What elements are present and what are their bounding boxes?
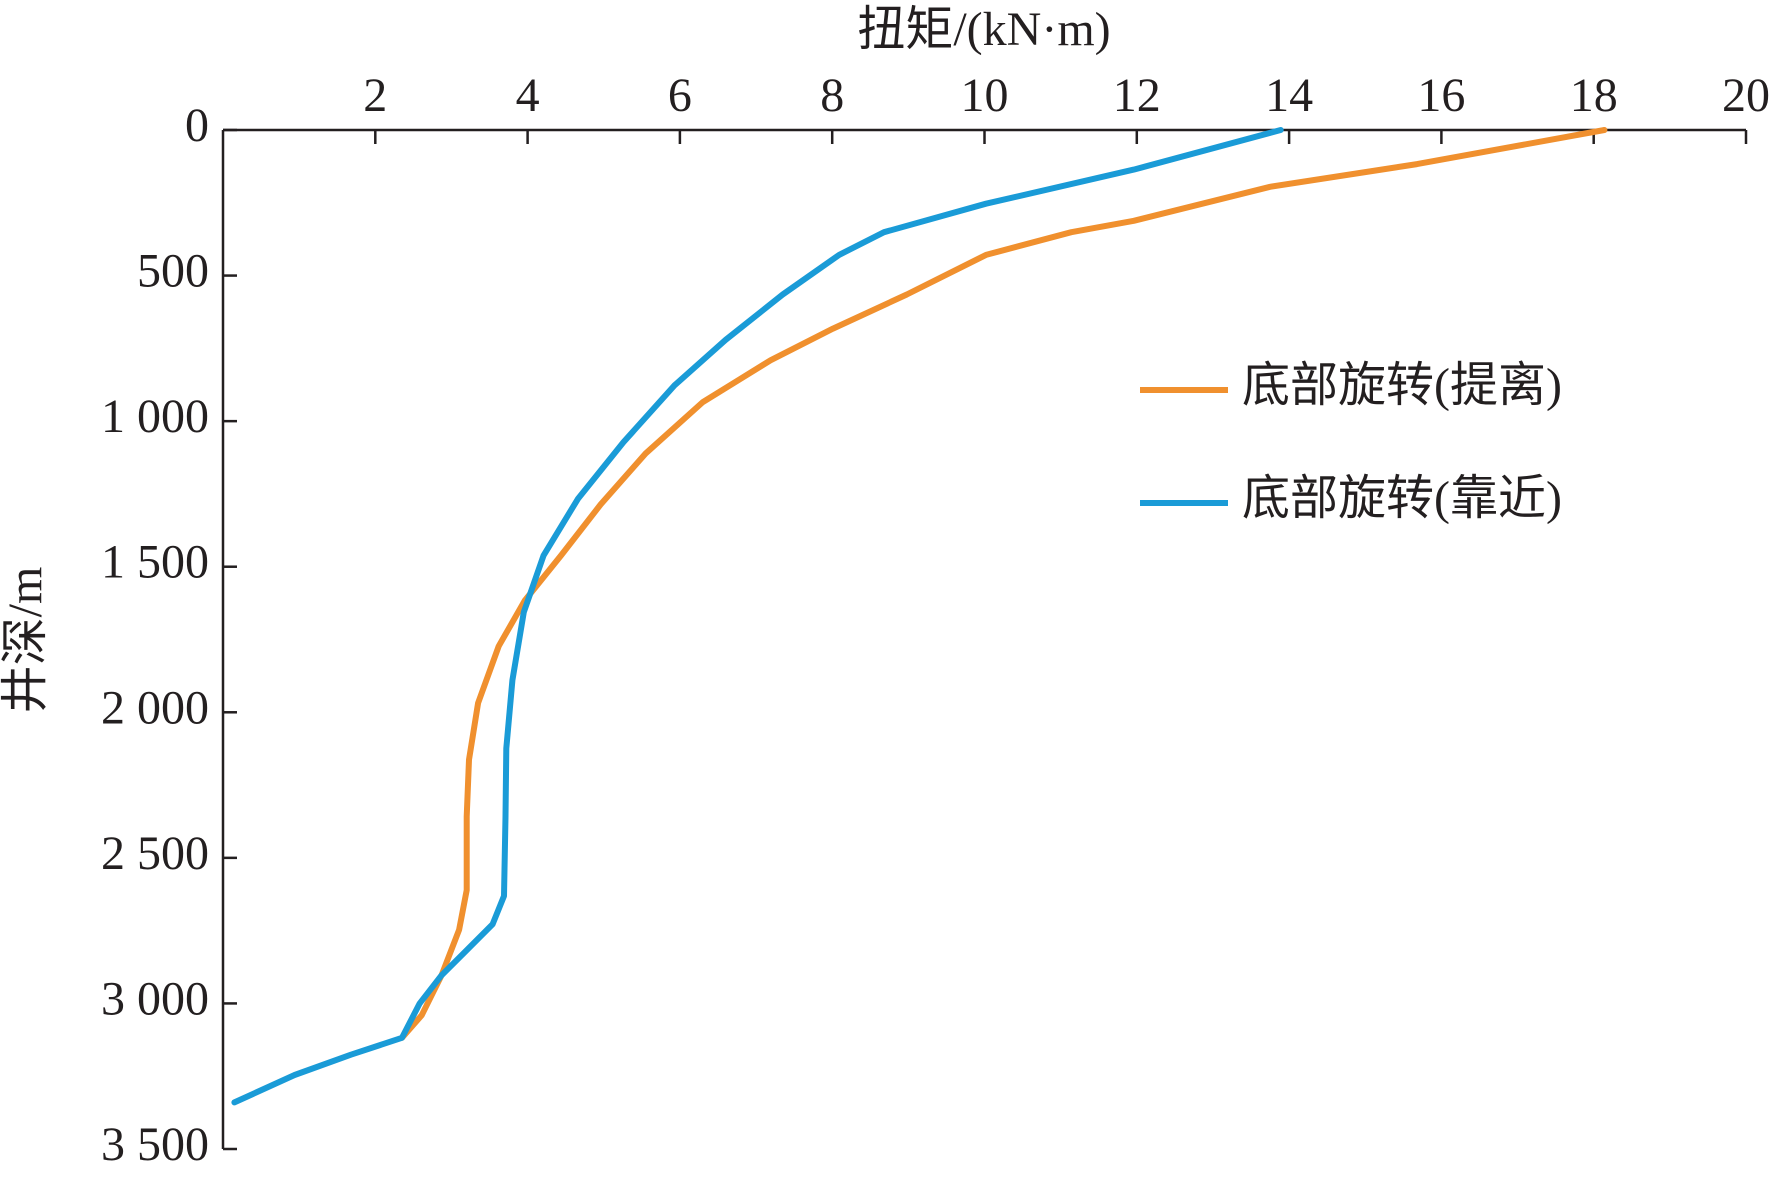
y-tick-label: 2 500 [101,827,209,880]
x-tick-label: 16 [1417,69,1465,122]
y-tick-label: 500 [137,245,209,298]
x-tick-label: 18 [1570,69,1618,122]
y-tick-label: 1 500 [101,536,209,589]
x-tick-label: 2 [363,69,387,122]
y-tick-label: 3 500 [101,1118,209,1171]
x-axis-title: 扭矩/(kN·m) [857,3,1110,56]
x-tick-label: 10 [961,69,1009,122]
y-tick-label: 3 000 [101,972,209,1025]
legend-label: 底部旋转(靠近) [1242,472,1562,525]
x-tick-label: 8 [820,69,844,122]
series-line [399,127,1608,1041]
y-tick-label: 2 000 [101,681,209,734]
x-tick-label: 20 [1722,69,1770,122]
y-axis-title: 井深/m [0,567,52,714]
x-tick-label: 4 [516,69,540,122]
x-tick-label: 12 [1113,69,1161,122]
legend-label: 底部旋转(提离) [1242,359,1562,412]
x-tick-label: 14 [1265,69,1313,122]
y-tick-label: 1 000 [101,390,209,443]
x-tick-label: 6 [668,69,692,122]
y-tick-label: 0 [185,99,209,152]
series-line [231,127,1284,1106]
